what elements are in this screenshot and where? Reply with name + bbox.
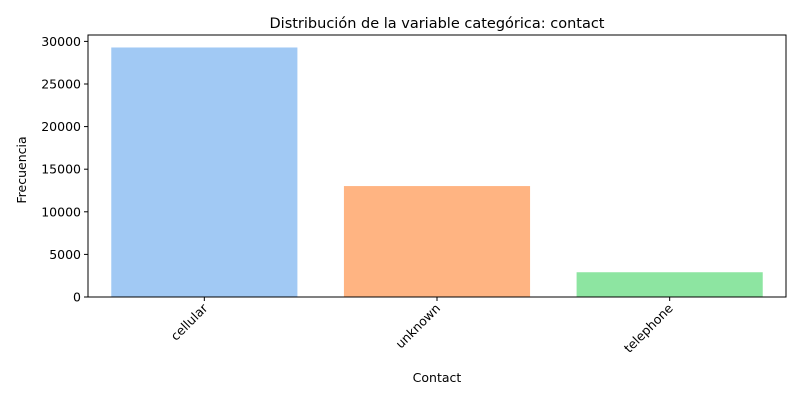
bar-cellular bbox=[111, 47, 298, 298]
bars-group bbox=[111, 47, 763, 298]
y-tick-label: 30000 bbox=[41, 34, 81, 49]
y-tick-label: 10000 bbox=[41, 204, 81, 219]
y-tick-label: 25000 bbox=[41, 76, 81, 91]
x-tick-label-unknown: unknown bbox=[392, 301, 443, 352]
bar-unknown bbox=[343, 186, 531, 297]
y-tick-label: 0 bbox=[73, 290, 81, 305]
y-axis-label: Frecuencia bbox=[14, 136, 29, 203]
x-ticks-group: cellular unknown telephone bbox=[168, 297, 676, 356]
plot-frame bbox=[87, 34, 787, 298]
x-tick-label-telephone: telephone bbox=[621, 300, 676, 355]
y-ticks-group: 0 5000 10000 15000 20000 25000 30000 bbox=[41, 34, 88, 305]
y-tick-label: 5000 bbox=[49, 247, 81, 262]
chart-title: Distribución de la variable categórica: … bbox=[270, 16, 605, 32]
y-tick-label: 20000 bbox=[41, 119, 81, 134]
bar-telephone bbox=[576, 272, 763, 297]
y-tick-label: 15000 bbox=[41, 162, 81, 177]
x-tick-label-cellular: cellular bbox=[168, 300, 212, 344]
x-axis-label: Contact bbox=[413, 370, 462, 385]
